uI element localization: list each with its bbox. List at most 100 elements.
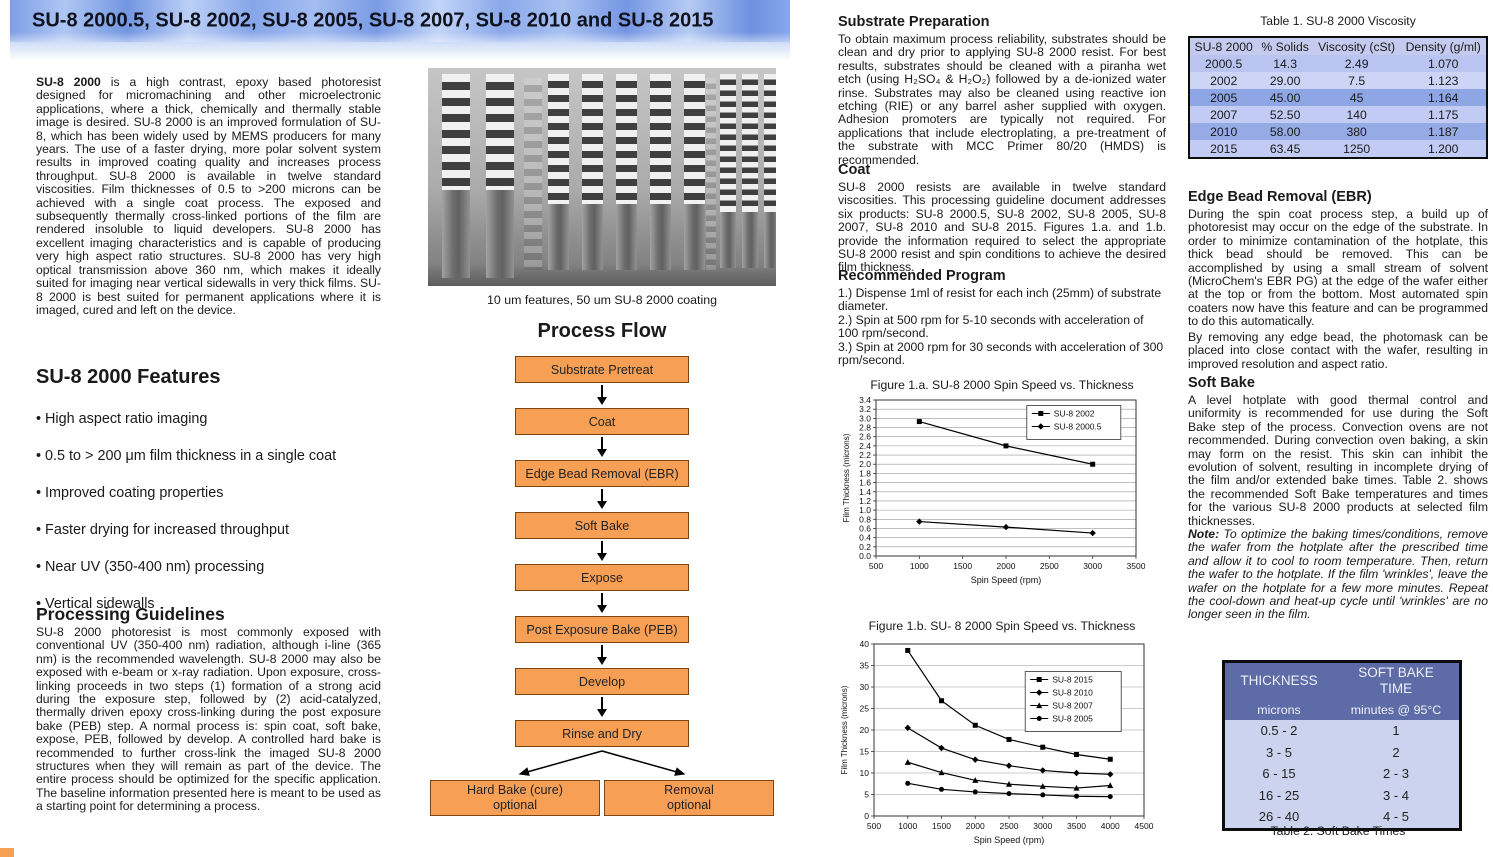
svg-text:20: 20: [860, 725, 870, 735]
svg-text:2.8: 2.8: [859, 423, 871, 433]
table-cell: 2002: [1210, 73, 1238, 88]
sem-pillar-stripes: [764, 74, 776, 208]
processing-guidelines-paragraph: SU-8 2000 photoresist is most commonly e…: [36, 625, 381, 814]
flow-step: Rinse and Dry: [515, 720, 689, 747]
svg-text:1.4: 1.4: [859, 487, 871, 497]
svg-text:SU-8 2015: SU-8 2015: [1052, 675, 1093, 685]
column-header: Density (g/ml): [1405, 39, 1481, 54]
sem-pillar: [650, 74, 671, 270]
note-label: Note:: [1188, 527, 1220, 541]
column-subheader: microns: [1257, 702, 1301, 717]
feature-item: • Faster drying for increased throughput: [36, 522, 290, 538]
svg-text:0.6: 0.6: [859, 523, 871, 533]
table-cell: 1.070: [1427, 56, 1459, 71]
svg-text:Spin Speed (rpm): Spin Speed (rpm): [974, 835, 1045, 845]
table-cell: 140: [1346, 107, 1367, 122]
table-cell: 4 - 5: [1382, 809, 1409, 825]
table-cell: 26 - 40: [1258, 809, 1300, 825]
svg-text:4000: 4000: [1101, 821, 1120, 831]
note-paragraph: Note: To optimize the baking times/condi…: [1188, 527, 1488, 622]
sem-pillar-stem: [616, 200, 637, 270]
sem-pillar-stem: [742, 208, 758, 268]
sem-photo-caption: 10 um features, 50 um SU-8 2000 coating: [486, 293, 718, 307]
flow-step-removal: Removal optional: [604, 780, 774, 816]
svg-text:4500: 4500: [1135, 821, 1154, 831]
svg-text:0.2: 0.2: [859, 542, 871, 552]
svg-text:1500: 1500: [932, 821, 951, 831]
table-cell: 1.123: [1427, 73, 1459, 88]
svg-text:3.2: 3.2: [859, 404, 871, 414]
sem-pillar-stripes: [442, 74, 470, 186]
sem-pillar-stem: [764, 208, 776, 268]
features-list: • High aspect ratio imaging • 0.5 to > 20…: [36, 410, 381, 632]
svg-text:2000: 2000: [966, 821, 985, 831]
intro-body: is a high contrast, epoxy based photores…: [36, 75, 381, 317]
svg-text:SU-8 2000.5: SU-8 2000.5: [1054, 421, 1102, 431]
sem-pillar: [548, 74, 569, 270]
sem-pillar-stripes: [684, 74, 705, 200]
table-cell: 3 - 4: [1382, 787, 1409, 803]
title-banner: SU-8 2000.5, SU-8 2002, SU-8 2005, SU-8 …: [10, 0, 790, 42]
sem-pillar: [582, 74, 603, 270]
sem-pillar-stem: [720, 208, 736, 268]
intro-lead: SU-8 2000: [36, 75, 101, 89]
svg-text:2500: 2500: [1040, 561, 1059, 571]
sem-pillar-stripes: [720, 74, 736, 208]
table-row: 2002 29.00 7.5 1.123: [1189, 72, 1487, 89]
table-cell: 1250: [1343, 141, 1371, 156]
flow-step-hard-bake: Hard Bake (cure) optional: [430, 780, 600, 816]
svg-text:SU-8 2005: SU-8 2005: [1052, 714, 1093, 724]
sem-photo: [428, 68, 776, 286]
table-cell: 2: [1392, 744, 1400, 760]
figure-1a-chart: 0.0 0.2 0.4 0.6 0.8 1.0 1.2 1.4 1.6 1.8 2.0 2.2 2.4 2…: [840, 394, 1146, 591]
svg-text:3.0: 3.0: [859, 413, 871, 423]
flow-step: Post Exposure Bake (PEB): [515, 616, 689, 643]
svg-text:0.4: 0.4: [859, 533, 871, 543]
sem-pillar-stem: [442, 186, 470, 278]
sem-ghost-pillar: [524, 78, 542, 270]
table-row: 2005 45.00 45 1.164: [1189, 89, 1487, 106]
ebr-paragraph-1: During the spin coat process step, a bui…: [1188, 207, 1488, 329]
table-cell: 58.00: [1269, 124, 1301, 139]
svg-text:SU-8 2010: SU-8 2010: [1052, 688, 1093, 698]
table-cell: 2010: [1210, 124, 1238, 139]
table-cell: 1.175: [1427, 107, 1459, 122]
flow-step: Edge Bead Removal (EBR): [515, 460, 689, 487]
sem-pillar-stem: [684, 200, 705, 270]
table-cell: 2000.5: [1205, 56, 1243, 71]
figure-1a-caption: Figure 1.a. SU-8 2000 Spin Speed vs. Thi…: [870, 378, 1134, 392]
sem-pillar: [720, 74, 736, 268]
ebr-heading: Edge Bead Removal (EBR): [1188, 189, 1372, 205]
substrate-preparation-heading: Substrate Preparation: [838, 14, 990, 30]
table-cell: 2 - 3: [1382, 766, 1409, 782]
sem-pillar-stripes: [582, 74, 603, 200]
table-row: 2010 58.00 380 1.187: [1189, 123, 1487, 140]
flow-branch-row: Hard Bake (cure) optional Removal option…: [428, 780, 776, 816]
table-cell: 3 - 5: [1265, 744, 1292, 760]
svg-text:10: 10: [860, 768, 870, 778]
table-cell: 45.00: [1269, 90, 1301, 105]
flow-step: Coat: [515, 408, 689, 435]
soft-bake-paragraph: A level hotplate with good thermal contr…: [1188, 393, 1488, 528]
arrow-down-icon: [597, 383, 607, 408]
svg-text:Film Thickness (microns): Film Thickness (microns): [842, 433, 851, 522]
table-2-caption: Table 2. Soft Bake Times: [1270, 824, 1406, 838]
sem-pillar: [616, 74, 637, 270]
flow-step-label: optional: [492, 798, 538, 812]
substrate-preparation-paragraph: To obtain maximum process reliability, s…: [838, 32, 1166, 167]
svg-text:35: 35: [860, 661, 870, 671]
sem-ghost-pillar: [706, 78, 716, 270]
column-subheader: minutes @ 95°C: [1350, 702, 1442, 717]
arrow-down-icon: [597, 487, 607, 512]
svg-text:1500: 1500: [953, 561, 972, 571]
table-cell: 63.45: [1269, 141, 1301, 156]
sem-pillar: [764, 74, 776, 268]
sem-pillar-stripes: [742, 74, 758, 208]
program-steps: 1.) Dispense 1ml of resist for each inch…: [838, 286, 1166, 367]
sem-pillar-stem: [582, 200, 603, 270]
arrow-down-icon: [597, 539, 607, 564]
svg-text:3000: 3000: [1083, 561, 1102, 571]
page-corner-artifact: [0, 848, 14, 857]
table-cell: 6 - 15: [1262, 766, 1296, 782]
viscosity-table: SU-8 2000 % Solids Viscosity (cSt) Density …: [1188, 36, 1488, 159]
